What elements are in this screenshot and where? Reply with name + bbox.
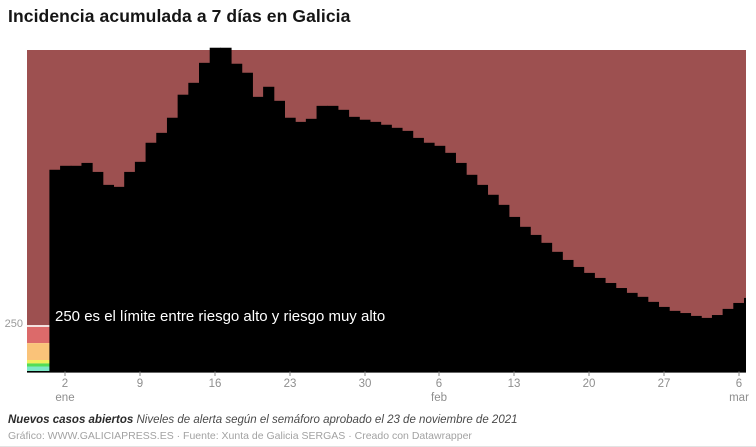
x-month-label: ene [55,392,74,404]
bar-mar 3 [701,317,713,371]
bar-ene 9 [134,161,147,371]
x-tick-label: 23 [284,378,297,390]
bar-feb 17 [551,251,563,371]
bar-feb 22 [605,282,617,371]
footer-credits: Gráfico: WWW.GALICIAPRESS.ES · Fuente: X… [8,430,472,442]
chart-title: Incidencia acumulada a 7 días en Galicia [8,6,351,26]
bar-ene 28 [337,109,350,371]
bar-feb 20 [583,272,595,371]
bar-feb 15 [530,234,542,371]
bar-ene 29 [348,116,360,371]
bar-ene 1 [49,169,61,371]
bar-feb 25 [637,296,649,371]
bar-feb 12 [498,204,510,371]
bar-ene 30 [359,119,371,371]
x-tick-label: 6 [436,378,442,390]
bar-ene 7 [113,186,125,371]
bar-ene 16 [209,47,221,371]
bar-ene 23 [284,117,296,371]
bar-ene 4 [81,162,93,371]
x-tick-label: 20 [583,378,596,390]
bar-ene 25 [305,118,318,371]
x-tick-label: 16 [209,378,222,390]
bar-mar 2 [690,315,702,371]
bar-ene 14 [188,82,200,371]
incidence-area-chart: 2 ene 9 16 23 30 6 feb 13 20 27 6 mar [27,47,749,404]
bar-ene 31 [369,121,382,371]
bar-ene 6 [102,184,115,371]
bar-feb 16 [540,242,553,371]
bar-ene 27 [327,105,339,371]
bar-mar 4 [711,315,724,371]
bar-ene 11 [156,132,168,371]
bar-ene 26 [316,105,328,371]
bar-ene 10 [145,142,157,371]
bar-feb 2 [391,127,403,371]
bar-mar 7 [743,297,746,371]
bar-feb 9 [466,174,478,371]
bar-mar 5 [722,308,734,371]
bar-ene 15 [199,62,211,371]
bar-ene 12 [166,117,179,371]
series-label: Nuevos casos abiertos [8,414,134,426]
bar-ene 3 [70,165,82,371]
x-tick-label: 6 [736,378,742,390]
bar-feb 6 [434,145,446,371]
bar-feb 27 [658,306,670,371]
y-axis-label-250: 250 [4,318,23,330]
bar-ene 2 [60,165,72,371]
x-tick-label: 9 [137,378,143,390]
bar-feb 5 [423,142,435,371]
bar-feb 28 [669,310,681,371]
x-tick-label: 27 [658,378,671,390]
x-axis: 2 ene 9 16 23 30 6 feb 13 20 27 6 mar [55,371,749,404]
x-tick-label: 30 [359,378,372,390]
bar-ene 18 [231,63,243,371]
x-tick-label: 13 [508,378,521,390]
bar-feb 1 [380,124,392,371]
x-axis-baseline [27,371,746,373]
bar-ene 8 [124,171,136,371]
bar-ene 20 [252,96,264,371]
incidence-bars [49,47,746,371]
bar-feb 24 [626,292,638,371]
bar-feb 23 [615,288,627,371]
bar-ene 19 [241,72,253,371]
bar-ene 5 [92,171,104,371]
bar-feb 21 [594,277,606,371]
bar-ene 22 [273,100,285,371]
bar-feb 13 [508,216,521,371]
footer-note: Niveles de alerta según el semáforo apro… [133,414,518,426]
bar-feb 19 [573,266,585,371]
bar-ene 17 [220,47,232,371]
bar-feb 7 [444,152,456,371]
bar-feb 26 [647,301,660,371]
bar-mar 1 [679,313,692,371]
bar-feb 8 [455,162,467,371]
bar-ene 24 [295,121,307,371]
threshold-annotation: 250 es el límite entre riesgo alto y rie… [55,308,386,325]
bar-feb 3 [402,130,414,371]
bar-feb 10 [476,184,489,371]
x-tick-label: 2 [62,378,68,390]
bar-feb 14 [519,226,531,371]
bar-ene 21 [263,86,275,371]
bar-feb 11 [487,194,499,371]
bar-ene 13 [177,94,189,371]
bar-mar 6 [733,302,745,371]
bar-feb 4 [412,137,424,371]
footer-note-line: Nuevos casos abiertos Niveles de alerta … [8,414,518,426]
x-month-label: mar [729,392,749,404]
bar-feb 18 [562,259,574,371]
x-month-label: feb [431,392,447,404]
